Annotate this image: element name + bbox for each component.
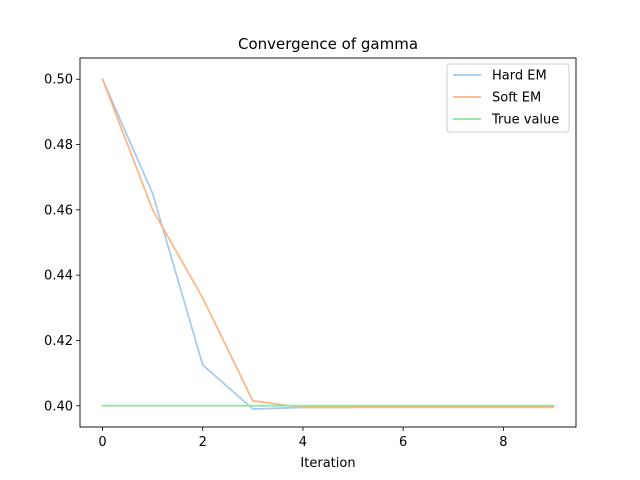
- plot-frame: [79, 57, 577, 428]
- legend: Hard EM Soft EM True value: [446, 63, 570, 133]
- series-line-hard-em: [101, 78, 354, 410]
- y-axis: 0.40 0.42 0.44 0.46 0.48 0.50: [44, 73, 80, 414]
- series-layer: [101, 78, 555, 410]
- y-tick-label: 0.50: [44, 73, 73, 88]
- legend-frame: [446, 63, 570, 133]
- x-tick-label: 4: [299, 435, 307, 450]
- x-tick-label: 8: [499, 435, 507, 450]
- y-tick-label: 0.48: [44, 138, 73, 153]
- x-axis: 0 2 4 6 8: [98, 427, 507, 450]
- x-tick-label: 0: [98, 435, 106, 450]
- x-tick-label: 2: [199, 435, 207, 450]
- y-tick-label: 0.44: [44, 269, 73, 284]
- chart-title: Convergence of gamma: [238, 35, 418, 53]
- x-tick-label: 6: [399, 435, 407, 450]
- y-tick-label: 0.40: [44, 399, 73, 414]
- series-line-soft-em: [101, 78, 555, 409]
- legend-label-true-value: True value: [491, 113, 559, 128]
- y-tick-label: 0.42: [44, 334, 73, 349]
- legend-label-soft-em: Soft EM: [492, 91, 541, 106]
- y-tick-label: 0.46: [44, 203, 73, 218]
- legend-label-hard-em: Hard EM: [492, 69, 547, 84]
- x-axis-label: Iteration: [300, 456, 355, 471]
